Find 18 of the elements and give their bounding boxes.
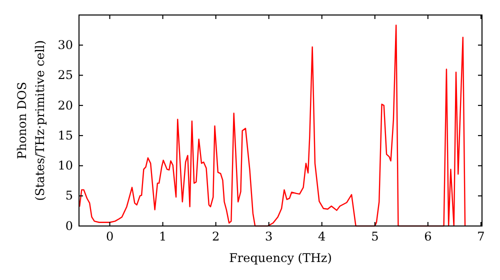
x-tick-label: 4 [318,230,326,244]
y-axis-title: Phonon DOS (States/THz·primitive cell) [15,40,47,201]
x-tick-label: 2 [212,230,220,244]
x-tick-label: 7 [477,230,485,244]
y-tick-label: 20 [58,98,73,112]
y-tick-label: 10 [58,158,73,173]
y-tick-label: 0 [65,218,73,233]
x-tick-label: 0 [106,230,114,244]
y-tick-label: 25 [58,68,73,82]
line-series [78,24,466,227]
y-tick-label: 30 [58,38,73,52]
y-tick-label: 5 [65,188,73,203]
x-tick-label: 5 [371,230,379,244]
x-tick-label: 6 [424,230,432,244]
y-tick-label: 15 [58,128,73,142]
x-tick-label: 1 [158,230,167,244]
x-tick-label: 3 [265,230,273,244]
x-axis-title: Frequency (THz) [229,251,332,265]
